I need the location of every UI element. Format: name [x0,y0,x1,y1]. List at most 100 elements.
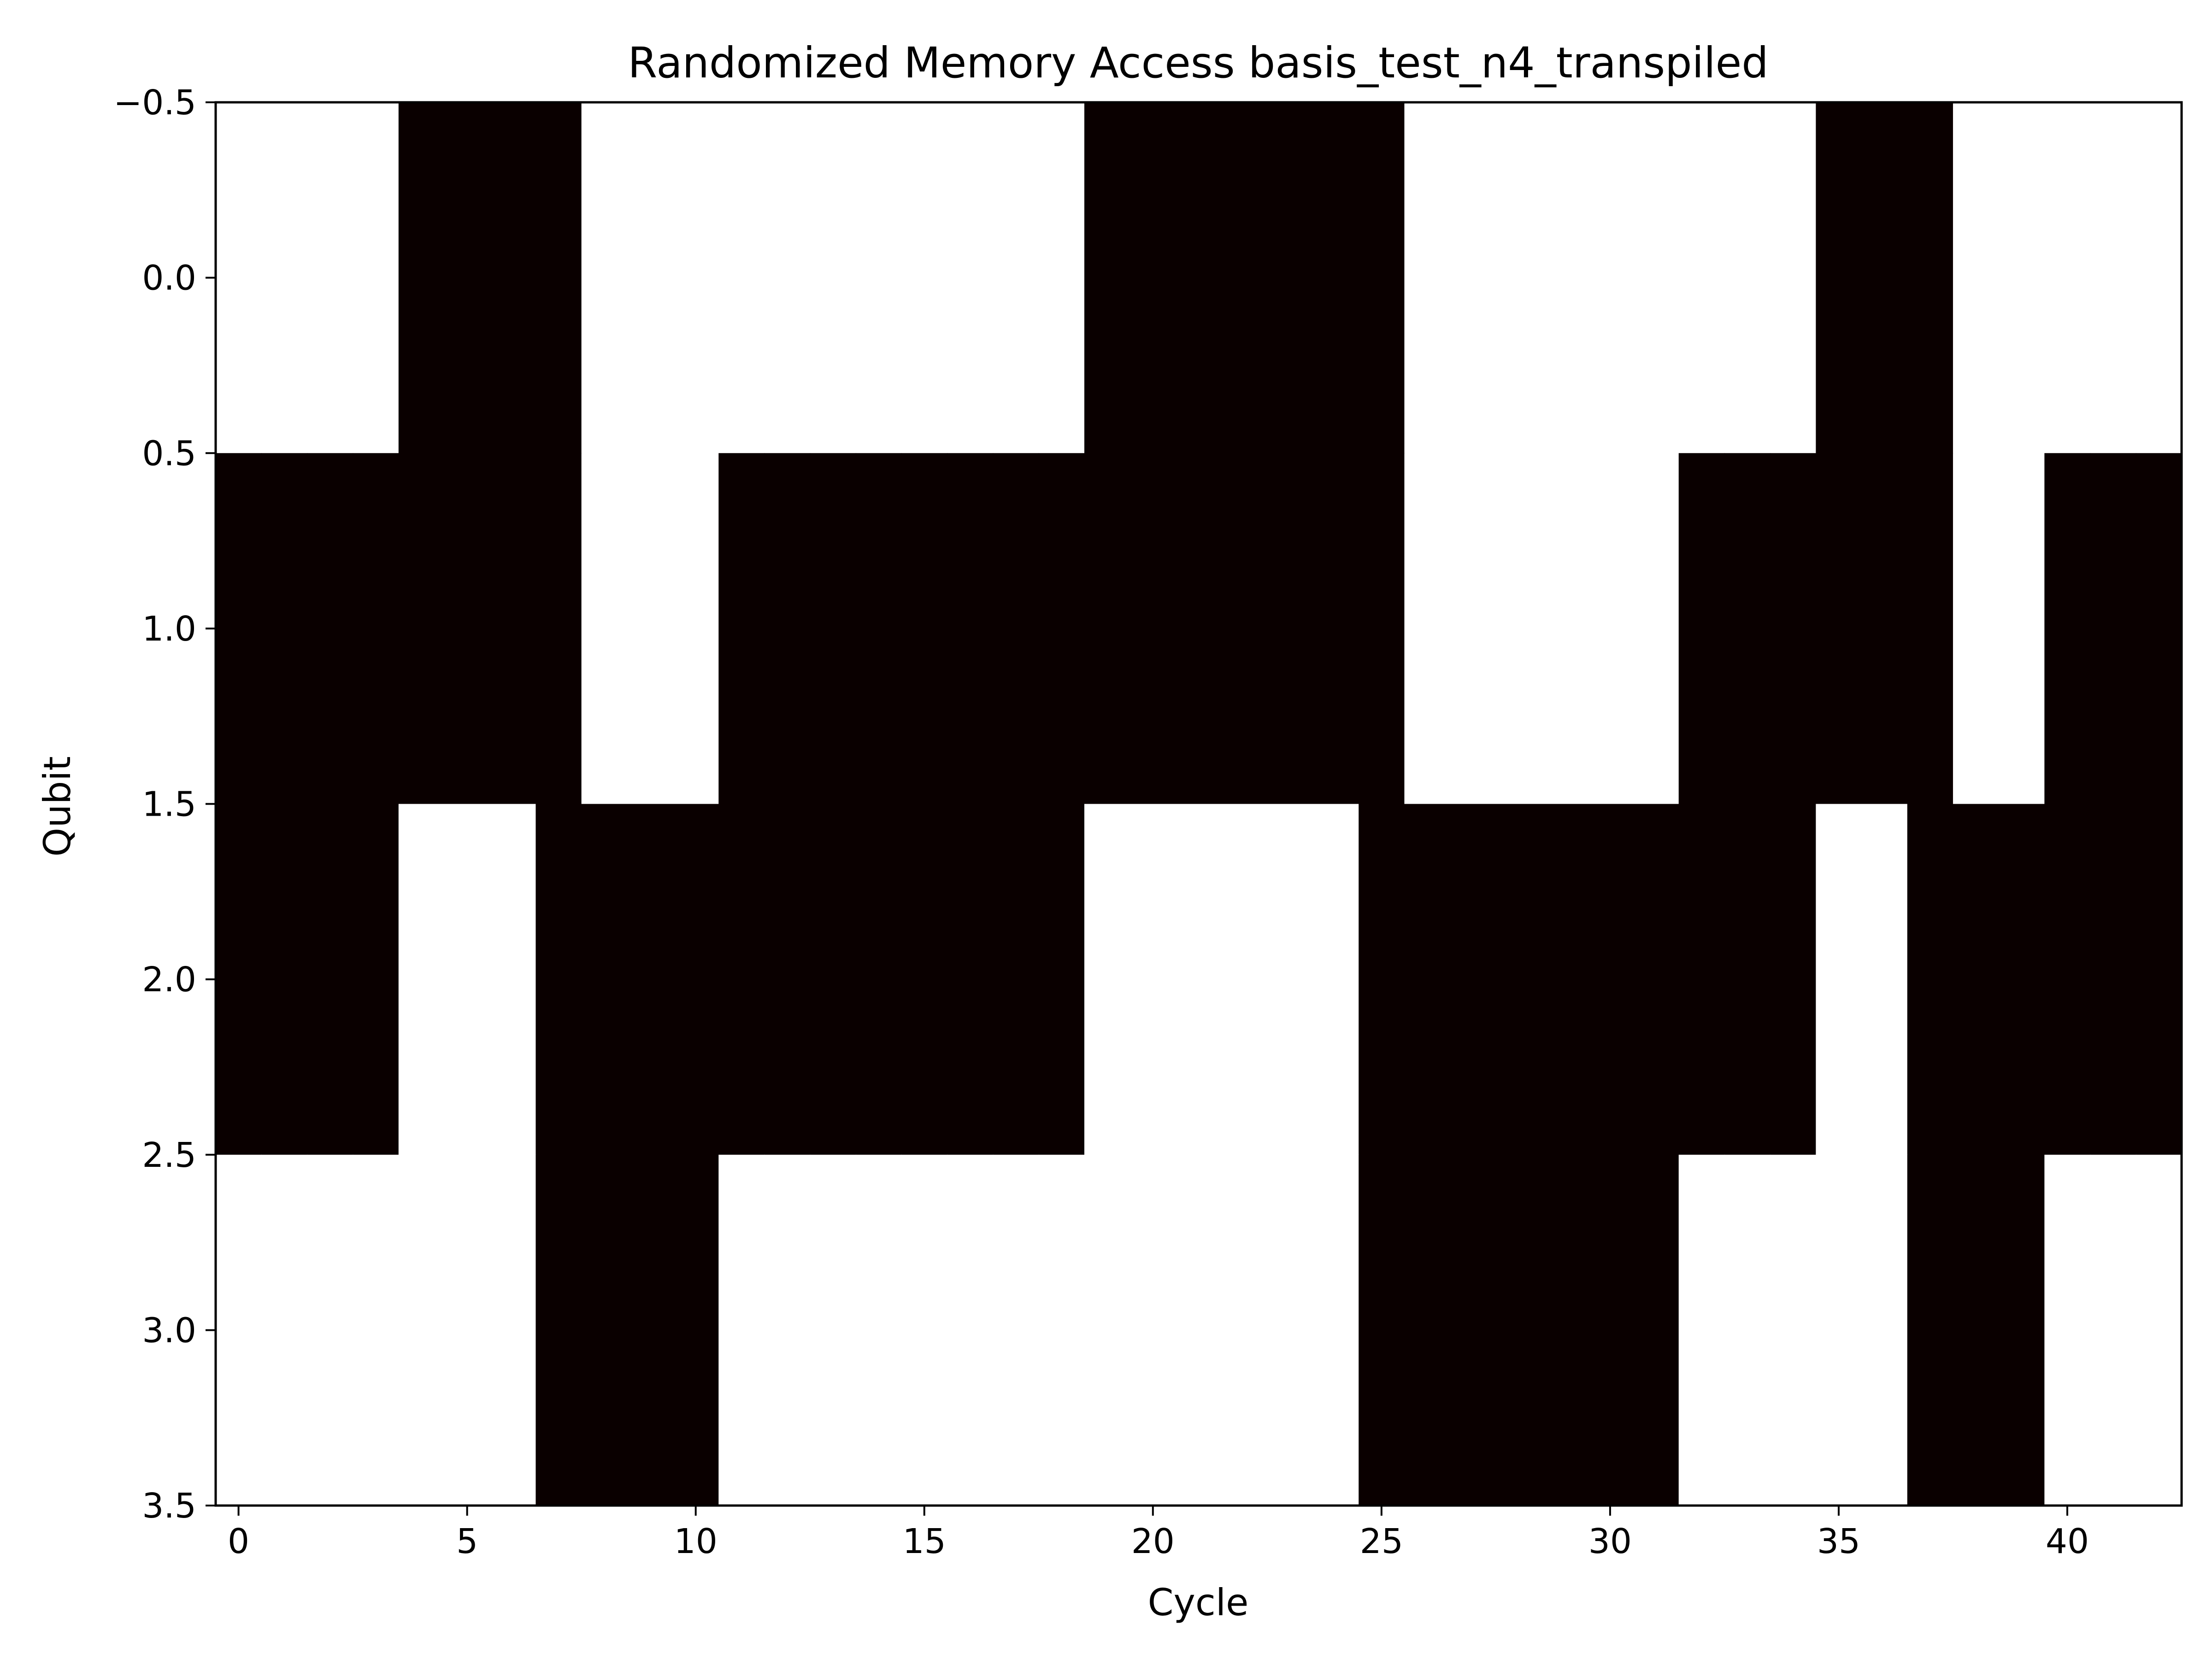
heatmap-cell-r0-c28 [1495,102,1542,454]
chart-title: Randomized Memory Access basis_test_n4_t… [628,38,1768,88]
y-tick-label: 3.0 [142,1311,196,1350]
heatmap-cell-r3-c21 [1176,1154,1222,1506]
heatmap-cell-r2-c32 [1678,804,1725,1155]
x-tick-label: 25 [1360,1522,1403,1561]
y-tick-label: 2.0 [142,960,196,1000]
y-tick-label: 0.5 [142,434,196,473]
heatmap-cell-r3-c2 [307,1154,353,1506]
heatmap-cell-r1-c4 [398,453,445,805]
heatmap-cell-r0-c27 [1450,102,1496,454]
x-tick-label: 10 [674,1522,718,1561]
heatmap-cell-r3-c8 [581,1154,628,1506]
heatmap-cell-r3-c13 [810,1154,856,1506]
y-tick-label: 1.5 [142,785,196,824]
heatmap-cell-r3-c11 [718,1154,765,1506]
heatmap-cell-r1-c16 [947,453,994,805]
heatmap-cell-r2-c9 [627,804,673,1155]
heatmap-cell-r0-c36 [1861,102,1908,454]
heatmap-cell-r3-c42 [2136,1154,2182,1506]
heatmap-cell-r2-c11 [718,804,765,1155]
heatmap-cell-r3-c33 [1724,1154,1771,1506]
heatmap-cell-r0-c30 [1587,102,1634,454]
heatmap-cell-r1-c25 [1359,453,1405,805]
heatmap-cell-r0-c18 [1038,102,1085,454]
heatmap-cell-r2-c0 [216,804,262,1155]
heatmap-cell-r0-c8 [581,102,628,454]
heatmap-cell-r3-c17 [993,1154,1039,1506]
heatmap-cell-r2-c36 [1861,804,1908,1155]
heatmap-cell-r2-c3 [353,804,399,1155]
heatmap-cell-r0-c1 [261,102,308,454]
heatmap-cell-r1-c13 [810,453,856,805]
heatmap-cell-r3-c4 [398,1154,445,1506]
heatmap-cell-r3-c39 [1999,1154,2045,1506]
heatmap-cell-r2-c16 [947,804,994,1155]
heatmap-cell-r3-c30 [1587,1154,1634,1506]
heatmap-cell-r2-c14 [855,804,902,1155]
heatmap-cell-r3-c24 [1313,1154,1359,1506]
heatmap-cell-r3-c38 [1953,1154,1999,1506]
y-tick-label: 0.0 [142,259,196,298]
heatmap-cell-r2-c21 [1176,804,1222,1155]
heatmap-cell-r0-c5 [444,102,491,454]
heatmap-cell-r1-c24 [1313,453,1359,805]
heatmap-cell-r1-c30 [1587,453,1634,805]
heatmap-cell-r2-c25 [1359,804,1405,1155]
heatmap-cell-r1-c38 [1953,453,1999,805]
heatmap-cell-r1-c36 [1861,453,1908,805]
heatmap-cell-r2-c17 [993,804,1039,1155]
heatmap-cell-r2-c42 [2136,804,2182,1155]
heatmap-cells [216,102,2182,1506]
heatmap-cell-r2-c27 [1450,804,1496,1155]
heatmap-cell-r1-c11 [718,453,765,805]
heatmap-cell-r1-c37 [1907,453,1953,805]
heatmap-cell-r0-c9 [627,102,673,454]
heatmap-cell-r1-c9 [627,453,673,805]
heatmap-cell-r1-c19 [1084,453,1130,805]
heatmap-cell-r3-c19 [1084,1154,1130,1506]
heatmap-cell-r2-c37 [1907,804,1953,1155]
heatmap-cell-r1-c35 [1816,453,1862,805]
heatmap-cell-r0-c10 [673,102,719,454]
heatmap-cell-r2-c12 [764,804,811,1155]
heatmap-cell-r0-c33 [1724,102,1771,454]
heatmap-cell-r3-c36 [1861,1154,1908,1506]
heatmap-cell-r1-c1 [261,453,308,805]
heatmap-cell-r0-c35 [1816,102,1862,454]
x-tick-label: 35 [1817,1522,1860,1561]
heatmap-cell-r2-c41 [2090,804,2136,1155]
heatmap-cell-r2-c26 [1404,804,1451,1155]
heatmap-cell-r0-c4 [398,102,445,454]
heatmap-cell-r2-c24 [1313,804,1359,1155]
heatmap-cell-r1-c5 [444,453,491,805]
heatmap-cell-r0-c2 [307,102,353,454]
heatmap-cell-r0-c17 [993,102,1039,454]
heatmap-cell-r0-c19 [1084,102,1130,454]
heatmap-cell-r2-c18 [1038,804,1085,1155]
heatmap-cell-r0-c34 [1770,102,1817,454]
heatmap-cell-r3-c34 [1770,1154,1817,1506]
heatmap-cell-r2-c40 [2044,804,2091,1155]
heatmap-cell-r3-c27 [1450,1154,1496,1506]
heatmap-cell-r3-c32 [1678,1154,1725,1506]
heatmap-cell-r0-c38 [1953,102,1999,454]
heatmap-cell-r2-c28 [1495,804,1542,1155]
heatmap-cell-r2-c34 [1770,804,1817,1155]
heatmap-cell-r2-c2 [307,804,353,1155]
heatmap-cell-r2-c6 [490,804,536,1155]
heatmap-cell-r1-c28 [1495,453,1542,805]
heatmap-cell-r3-c16 [947,1154,994,1506]
heatmap-cell-r2-c15 [901,804,948,1155]
heatmap-cell-r3-c20 [1130,1154,1177,1506]
heatmap-cell-r1-c14 [855,453,902,805]
heatmap-cell-r3-c5 [444,1154,491,1506]
x-tick-label: 5 [456,1522,478,1561]
heatmap-cell-r0-c32 [1678,102,1725,454]
heatmap-cell-r1-c23 [1267,453,1313,805]
heatmap-cell-r1-c31 [1633,453,1679,805]
heatmap-cell-r0-c41 [2090,102,2136,454]
heatmap-cell-r2-c7 [535,804,582,1155]
heatmap-cell-r3-c29 [1541,1154,1588,1506]
heatmap-cell-r2-c31 [1633,804,1679,1155]
x-tick-label: 15 [903,1522,946,1561]
